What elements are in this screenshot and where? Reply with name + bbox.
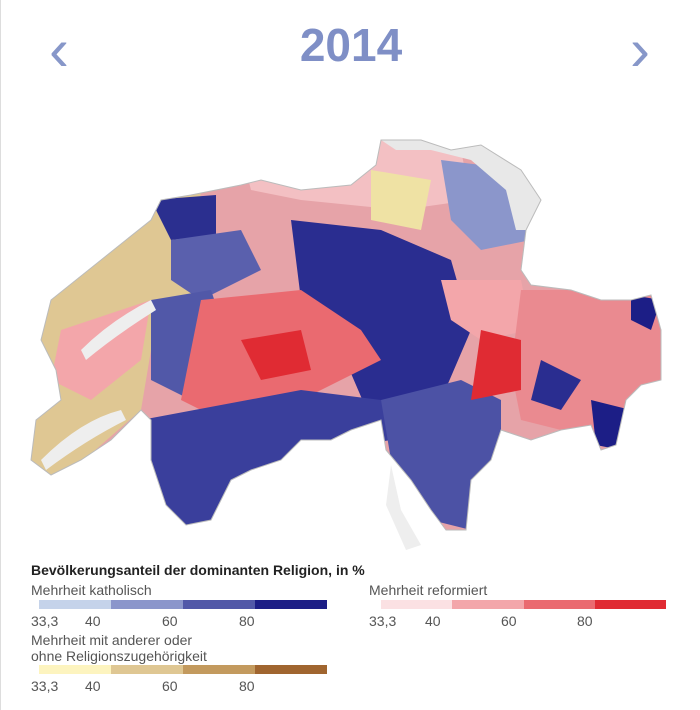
legend-other-label-1: Mehrheit mit anderer oder xyxy=(31,632,193,648)
region-jura-catholic xyxy=(151,195,216,240)
legend-reformed-ticks: 33,3 40 60 80 xyxy=(369,613,593,629)
legend-catholic-label: Mehrheit katholisch xyxy=(31,582,152,598)
lake-maggiore xyxy=(386,465,421,550)
legend-reformed-label: Mehrheit reformiert xyxy=(369,582,488,598)
legend-catholic-scale xyxy=(39,600,327,609)
region-central-catholic xyxy=(291,220,471,420)
legend-other-scale xyxy=(39,665,327,674)
chevron-left-icon: ‹ xyxy=(49,16,69,83)
legend-title: Bevölkerungsanteil der dominanten Religi… xyxy=(31,562,365,578)
switzerland-religion-map xyxy=(30,139,662,550)
legend-catholic-ticks: 33,3 40 60 80 xyxy=(31,613,255,629)
next-year-button[interactable]: › xyxy=(630,20,650,80)
lake-geneva xyxy=(41,410,126,470)
region-valais-catholic xyxy=(141,390,391,530)
year-title: 2014 xyxy=(299,19,403,71)
previous-year-button[interactable]: ‹ xyxy=(49,20,69,80)
legend-reformed-scale xyxy=(381,600,666,609)
legend-other-ticks: 33,3 40 60 80 xyxy=(31,678,255,694)
lake-constance xyxy=(381,140,541,230)
lake-neuchatel xyxy=(81,300,156,360)
legend-other-label-2: ohne Religionszugehörigkeit xyxy=(31,648,207,664)
chevron-right-icon: › xyxy=(630,16,650,83)
region-zurich-other xyxy=(371,170,431,230)
